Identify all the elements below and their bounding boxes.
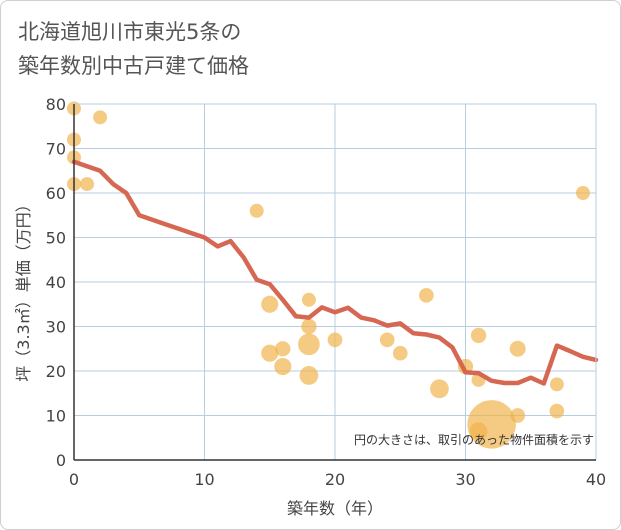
data-point xyxy=(575,186,590,200)
y-tick-label: 10 xyxy=(46,407,66,426)
y-tick-label: 50 xyxy=(46,229,66,248)
x-tick-label: 10 xyxy=(194,470,214,489)
y-tick-label: 20 xyxy=(46,362,66,381)
data-point xyxy=(301,318,317,335)
data-point xyxy=(274,357,292,376)
data-point xyxy=(549,403,565,419)
x-tick-label: 0 xyxy=(69,470,79,489)
y-tick-label: 40 xyxy=(46,273,66,292)
y-tick-label: 60 xyxy=(46,184,66,203)
data-point xyxy=(301,292,316,307)
grid xyxy=(73,103,597,461)
data-point xyxy=(549,377,564,392)
data-point xyxy=(249,203,264,218)
data-point xyxy=(80,177,95,192)
x-tick-label: 30 xyxy=(455,470,475,489)
y-tick-label: 0 xyxy=(56,451,66,470)
data-point xyxy=(469,422,488,440)
average-line-layer xyxy=(71,159,599,386)
data-point xyxy=(379,332,395,348)
y-axis-label: 坪（3.3㎡）単価（万円） xyxy=(14,196,33,381)
chart-title: 北海道旭川市東光5条の 築年数別中古戸建て価格 xyxy=(18,20,249,78)
x-tick-label: 20 xyxy=(325,470,345,489)
data-point xyxy=(93,110,108,125)
data-point xyxy=(392,345,408,361)
y-tick-label: 70 xyxy=(46,140,66,159)
data-point xyxy=(470,327,487,344)
data-point xyxy=(419,288,434,303)
data-point xyxy=(275,341,291,357)
data-point xyxy=(509,340,526,357)
data-point xyxy=(299,366,319,385)
y-tick-label: 30 xyxy=(46,318,66,337)
y-tick-label: 80 xyxy=(46,95,66,114)
data-point xyxy=(261,344,279,362)
size-legend-note: 円の大きさは、取引のあった物件面積を示す xyxy=(354,432,594,447)
x-axis-label: 築年数（年） xyxy=(287,499,383,518)
data-point xyxy=(510,408,526,423)
data-point xyxy=(430,379,449,399)
data-point xyxy=(261,295,279,313)
tick-labels: 0 10 20 30 40 0 10 20 30 40 50 60 70 80 xyxy=(46,95,607,489)
average-price-line xyxy=(71,159,599,386)
scatter-points xyxy=(67,101,590,449)
data-point xyxy=(298,333,320,356)
x-tick-label: 40 xyxy=(586,470,606,489)
plot-frame xyxy=(73,103,597,461)
data-point xyxy=(327,332,343,348)
